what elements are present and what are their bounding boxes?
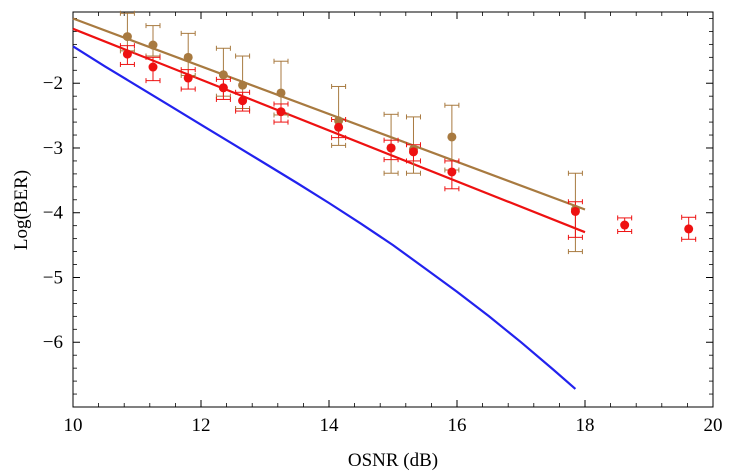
y-tick-label: −6 <box>43 332 63 353</box>
data-point <box>334 123 343 132</box>
data-point <box>149 41 158 50</box>
x-tick-label: 20 <box>704 415 723 436</box>
data-point <box>123 50 132 59</box>
data-point <box>184 74 193 83</box>
y-tick-label: −3 <box>43 138 63 159</box>
data-point <box>219 83 228 92</box>
data-point <box>277 107 286 116</box>
error-bars <box>120 11 695 254</box>
x-axis-title: OSNR (dB) <box>348 450 438 471</box>
data-point <box>238 81 247 90</box>
x-tick-label: 16 <box>448 415 467 436</box>
series-line <box>73 46 575 389</box>
x-tick-label: 12 <box>192 415 211 436</box>
data-point <box>620 221 629 230</box>
x-tick-label: 14 <box>320 415 340 436</box>
series-line <box>73 29 585 232</box>
data-point <box>184 53 193 62</box>
y-axis-title: Log(BER) <box>11 170 32 250</box>
tick-labels: 10 12 14 16 18 20 −2 −3 −4 −5 −6 <box>43 73 723 436</box>
data-point <box>447 167 456 176</box>
plot-frame <box>73 12 713 407</box>
y-tick-label: −4 <box>43 203 64 224</box>
data-point <box>238 96 247 105</box>
y-tick-label: −5 <box>43 267 63 288</box>
data-point <box>123 32 132 41</box>
data-point <box>571 207 580 216</box>
data-point <box>149 63 158 72</box>
data-point <box>387 143 396 152</box>
data-point <box>277 88 286 97</box>
y-tick-label: −2 <box>43 73 63 94</box>
fit-lines <box>73 19 585 389</box>
data-point <box>409 147 418 156</box>
data-point <box>219 70 228 79</box>
data-point <box>684 224 693 233</box>
axis-ticks <box>73 12 713 407</box>
x-tick-label: 18 <box>576 415 595 436</box>
x-tick-label: 10 <box>64 415 83 436</box>
data-point <box>447 132 456 141</box>
data-points <box>123 32 693 233</box>
